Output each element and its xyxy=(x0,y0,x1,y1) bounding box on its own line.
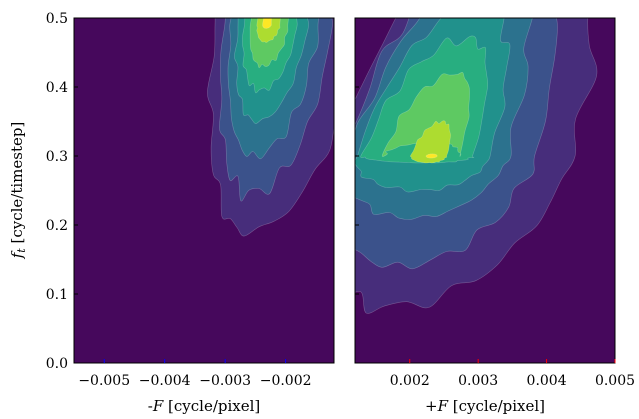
y-tick-label: 0.3 xyxy=(46,149,68,165)
y-tick-label: 0.0 xyxy=(46,356,68,372)
y-tick-label: 0.4 xyxy=(46,80,68,96)
right-x-axis-label: +F [cycle/pixel] xyxy=(425,397,545,415)
right-contour-level-7 xyxy=(410,120,451,164)
y-tick-label: 0.1 xyxy=(46,287,68,303)
left-panel: −0.005 −0.004 −0.003 −0.002 0.0 0.1 0.2 0.3 0.4… xyxy=(8,11,335,415)
left-x-tick-label: −0.002 xyxy=(260,373,312,389)
right-y-ticks xyxy=(355,17,359,364)
left-x-ticks: −0.005 −0.004 −0.003 −0.002 xyxy=(78,359,312,389)
right-x-tick-label: 0.004 xyxy=(527,373,567,389)
right-x-ticks: 0.002 0.003 0.004 0.005 xyxy=(390,359,635,389)
right-x-tick-label: 0.003 xyxy=(458,373,498,389)
right-contour-level-8 xyxy=(425,153,438,159)
left-x-axis-label: -F [cycle/pixel] xyxy=(148,397,261,415)
left-x-tick-label: −0.003 xyxy=(199,373,251,389)
right-contours xyxy=(355,18,598,314)
left-contour-level-8 xyxy=(262,18,272,29)
right-plot-frame xyxy=(354,17,616,364)
left-plot-frame xyxy=(73,17,335,364)
y-tick-label: 0.5 xyxy=(46,11,68,27)
right-x-tick-label: 0.002 xyxy=(390,373,430,389)
right-x-tick-label: 0.005 xyxy=(595,373,635,389)
right-panel: 0.002 0.003 0.004 0.005 +F [cycle/pixel] xyxy=(354,17,635,415)
y-tick-label: 0.2 xyxy=(46,218,68,234)
left-x-tick-label: −0.005 xyxy=(78,373,130,389)
y-axis-label: ft [cycle/timestep] xyxy=(8,122,28,260)
left-y-ticks: 0.0 0.1 0.2 0.3 0.4 0.5 xyxy=(46,11,78,372)
left-x-tick-label: −0.004 xyxy=(139,373,191,389)
left-contours xyxy=(207,18,334,237)
